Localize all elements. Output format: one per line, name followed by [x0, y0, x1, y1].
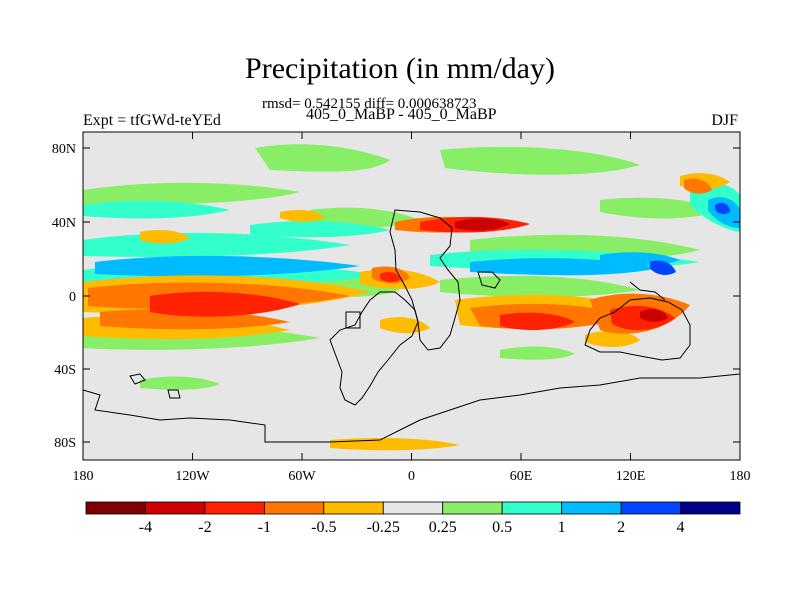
lat-label-80s: 80S — [54, 436, 76, 451]
colorbar-label: 4 — [677, 519, 685, 536]
lon-label-120w: 120W — [175, 469, 210, 484]
precip-positive-very-large — [650, 202, 730, 275]
colorbar-box — [323, 501, 384, 515]
lon-label-180w: 180 — [73, 469, 94, 484]
colorbar-label: -1 — [258, 519, 271, 536]
colorbar-label: 2 — [617, 519, 625, 536]
lon-label-180e: 180 — [730, 469, 751, 484]
plot-title: Precipitation (in mm/day) — [245, 52, 555, 85]
lat-label-80n: 80N — [52, 142, 76, 157]
colorbar-box — [382, 501, 444, 515]
colorbar-box — [561, 501, 622, 515]
experiment-label: Expt = tfGWd-teYEd — [83, 112, 221, 129]
colorbar-label: 0.5 — [492, 519, 512, 536]
colorbar: -4 -2 -1 -0.5 -0.25 0.25 0.5 1 2 4 — [85, 501, 741, 536]
lat-label-40s: 40S — [54, 363, 76, 378]
colorbar-box — [204, 501, 265, 515]
colorbar-label: -0.25 — [367, 519, 400, 536]
colorbar-box — [680, 501, 741, 515]
colorbar-label: -4 — [139, 519, 152, 536]
case-line: 405_0_MaBP - 405_0_MaBP — [306, 106, 497, 123]
map-panel — [83, 132, 740, 460]
colorbar-label: 0.25 — [429, 519, 457, 536]
coastlines — [83, 209, 740, 443]
colorbar-box — [263, 501, 325, 515]
precip-negative-very-large — [455, 218, 668, 322]
colorbar-box — [442, 501, 503, 515]
colorbar-label: 1 — [558, 519, 566, 536]
lat-label-eq: 0 — [69, 290, 76, 305]
colorbar-box — [85, 501, 146, 515]
lon-label-60e: 60E — [510, 469, 533, 484]
lon-label-0: 0 — [408, 469, 415, 484]
colorbar-box — [620, 501, 681, 515]
stats-line: rmsd= 0.542155 diff= 0.000638723 — [262, 96, 477, 112]
lat-labels: 80N 40N 0 40S 80S — [52, 142, 76, 451]
lon-label-120e: 120E — [616, 469, 646, 484]
axis-ticks — [82, 132, 741, 460]
lon-labels: 180 120W 60W 0 60E 120E 180 — [73, 469, 751, 484]
colorbar-label: -0.5 — [311, 519, 336, 536]
colorbar-box — [145, 501, 206, 515]
colorbar-box — [501, 501, 563, 515]
lon-label-60w: 60W — [288, 469, 316, 484]
lat-label-40n: 40N — [52, 216, 76, 231]
colorbar-label: -2 — [198, 519, 211, 536]
season-label: DJF — [711, 112, 738, 129]
